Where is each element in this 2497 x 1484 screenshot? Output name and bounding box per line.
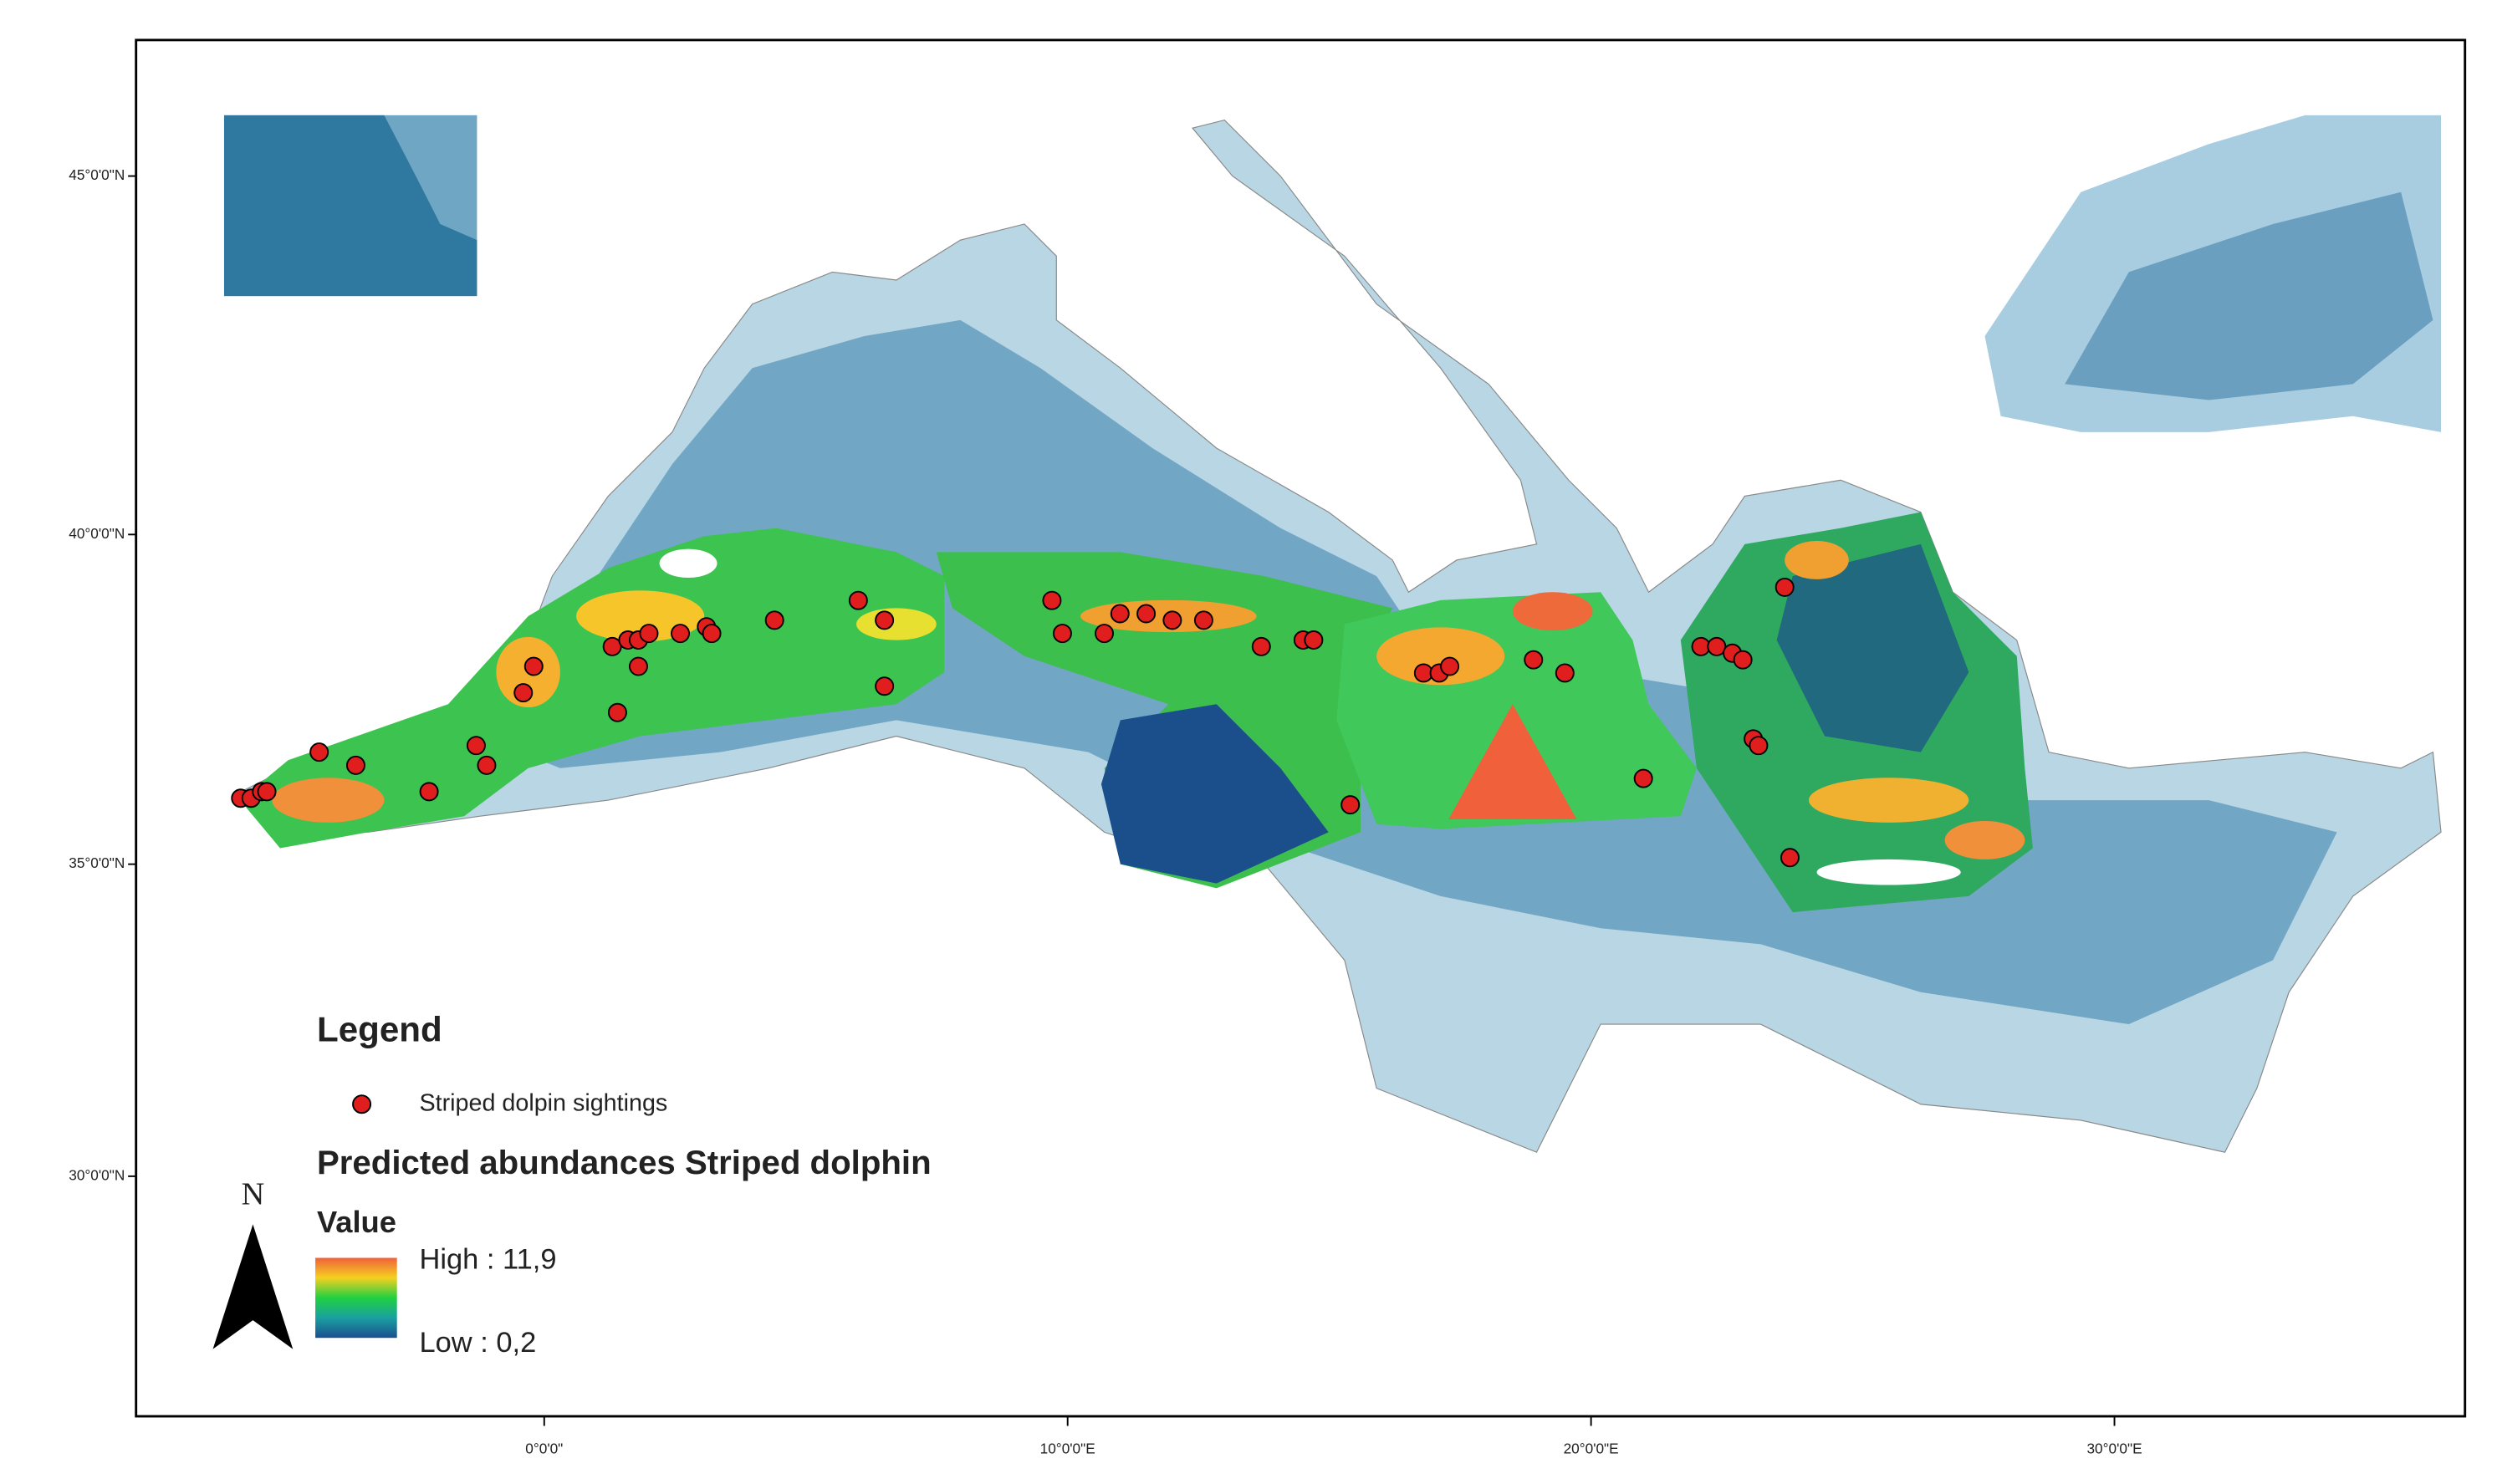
sighting xyxy=(513,683,534,703)
sighting xyxy=(1052,624,1072,644)
sighting xyxy=(1774,577,1795,597)
sighting xyxy=(607,702,627,722)
layer-title: Predicted abundances Striped dolphin xyxy=(317,1144,932,1181)
sighting xyxy=(1749,736,1769,756)
sighting xyxy=(1304,630,1324,650)
sighting xyxy=(309,742,329,762)
abundance-low-patch xyxy=(1100,704,1329,884)
field-label: Value xyxy=(317,1205,396,1239)
black-sea-deep xyxy=(2065,191,2433,400)
y-tick-label: 35°0'0"N xyxy=(69,854,125,871)
sighting xyxy=(1524,650,1544,670)
sighting xyxy=(848,590,868,610)
sighting xyxy=(1095,624,1115,644)
x-tick-label: 0°0'0" xyxy=(525,1441,563,1457)
abundance-aegean-low xyxy=(1776,543,1969,752)
sighting xyxy=(466,736,486,756)
y-tick-label: 30°0'0"N xyxy=(69,1166,125,1183)
sighting xyxy=(1780,848,1800,868)
sighting xyxy=(477,755,497,775)
sighting xyxy=(1733,650,1753,670)
sighting xyxy=(345,755,365,775)
low-label: Low : 0,2 xyxy=(419,1327,536,1359)
legend-label: Striped dolpin sightings xyxy=(419,1089,667,1116)
color-ramp xyxy=(315,1257,397,1339)
sighting xyxy=(257,782,277,802)
legend-title: Legend xyxy=(317,1010,442,1049)
x-tick-label: 30°0'0"E xyxy=(2086,1441,2142,1457)
sighting xyxy=(1110,604,1130,624)
sighting xyxy=(639,624,659,644)
sighting xyxy=(671,624,691,644)
hotspot xyxy=(1512,592,1593,631)
high-label: High : 11,9 xyxy=(419,1243,556,1275)
sighting xyxy=(875,610,895,630)
hotspot xyxy=(1376,627,1505,686)
hotspot xyxy=(1808,778,1969,823)
island xyxy=(1816,859,1961,885)
sighting xyxy=(1251,636,1271,656)
y-tick-label: 45°0'0"N xyxy=(69,166,125,183)
sighting xyxy=(1193,610,1213,630)
island xyxy=(659,548,717,579)
sighting xyxy=(764,610,784,630)
sighting xyxy=(523,656,544,676)
sighting xyxy=(1555,663,1575,683)
hotspot xyxy=(1448,704,1577,820)
hotspot xyxy=(1944,820,2025,859)
sighting xyxy=(1440,656,1460,676)
sighting xyxy=(702,624,722,644)
sighting xyxy=(419,782,439,802)
sighting xyxy=(1136,604,1157,624)
abundance-west xyxy=(240,528,945,849)
sighting xyxy=(628,656,648,676)
sighting xyxy=(1340,795,1361,815)
north-label: N xyxy=(242,1177,265,1212)
x-tick-label: 10°0'0"E xyxy=(1040,1441,1095,1457)
hotspot xyxy=(272,778,385,823)
legend: Legend Striped dolpin sightings Predicte… xyxy=(212,1010,932,1359)
x-tick-label: 20°0'0"E xyxy=(1564,1441,1619,1457)
hotspot xyxy=(1785,540,1849,579)
sighting xyxy=(1633,768,1653,788)
axes: 45°0'0"N 40°0'0"N 35°0'0"N 30°0'0"N 0°0'0" 10… xyxy=(69,166,2142,1457)
atlantic-deep xyxy=(223,115,477,297)
abundance-surface xyxy=(240,512,2033,913)
hotspot xyxy=(856,608,937,640)
sightings xyxy=(231,577,1800,868)
north-arrow xyxy=(212,1224,294,1349)
sighting xyxy=(1162,610,1182,630)
legend-symbol xyxy=(352,1094,372,1114)
sighting xyxy=(875,676,895,696)
sighting xyxy=(1042,590,1062,610)
y-tick-label: 40°0'0"N xyxy=(69,525,125,542)
